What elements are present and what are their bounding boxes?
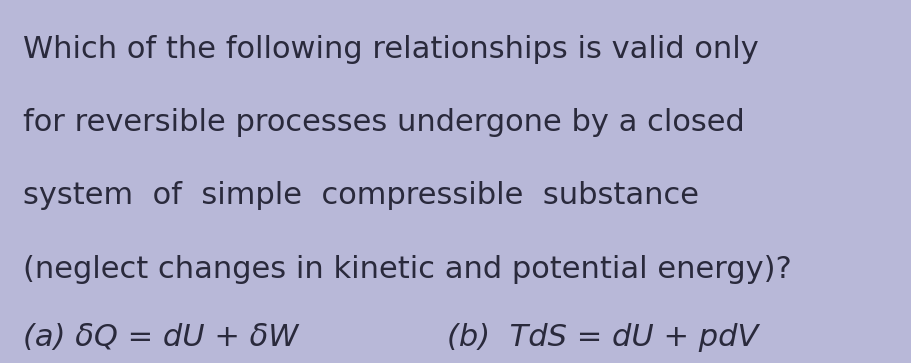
Text: (b)  TdS = dU + pdV: (b) TdS = dU + pdV bbox=[446, 323, 758, 352]
Text: for reversible processes undergone by a closed: for reversible processes undergone by a … bbox=[23, 108, 743, 137]
Text: Which of the following relationships is valid only: Which of the following relationships is … bbox=[23, 35, 757, 64]
Text: (neglect changes in kinetic and potential energy)?: (neglect changes in kinetic and potentia… bbox=[23, 255, 791, 284]
Text: system  of  simple  compressible  substance: system of simple compressible substance bbox=[23, 182, 698, 211]
Text: (a) δQ = dU + δW: (a) δQ = dU + δW bbox=[23, 323, 298, 352]
